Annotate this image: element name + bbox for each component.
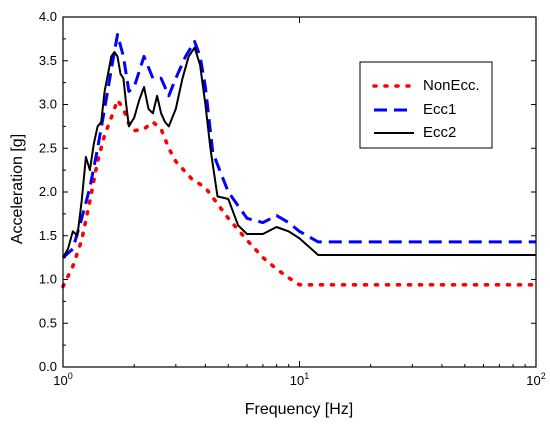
y-tick-label: 1.0 <box>39 272 57 287</box>
y-tick-label: 3.5 <box>39 53 57 68</box>
y-tick-label: 0.5 <box>39 315 57 330</box>
x-tick-label: 102 <box>526 371 545 388</box>
series-line-ecc2 <box>62 46 536 259</box>
legend-label-ecc2: Ecc2 <box>423 124 456 141</box>
series-line-ecc1 <box>62 33 536 259</box>
series-layer <box>61 33 538 289</box>
legend-label-nonecc: NonEcc. <box>423 77 480 94</box>
y-tick-label: 2.0 <box>39 184 57 199</box>
legend: NonEcc. Ecc1 Ecc2 <box>359 61 493 149</box>
x-axis-title: Frequency [Hz] <box>245 401 353 418</box>
y-tick-label: 0.0 <box>39 359 57 374</box>
x-tick-label: 100 <box>53 371 72 388</box>
tick-labels: 0.0 0.5 1.0 1.5 2.0 2.5 3.0 3.5 4.0 100 101 102 <box>39 9 546 388</box>
series-line-nonecc <box>61 98 538 289</box>
legend-label-ecc1: Ecc1 <box>423 101 456 118</box>
y-tick-label: 2.5 <box>39 140 57 155</box>
y-tick-label: 4.0 <box>39 9 57 24</box>
x-tick-label: 101 <box>290 371 309 388</box>
y-tick-label: 3.0 <box>39 97 57 112</box>
axes-layer <box>62 16 537 368</box>
y-tick-label: 1.5 <box>39 228 57 243</box>
y-axis-title: Acceleration [g] <box>9 134 26 244</box>
